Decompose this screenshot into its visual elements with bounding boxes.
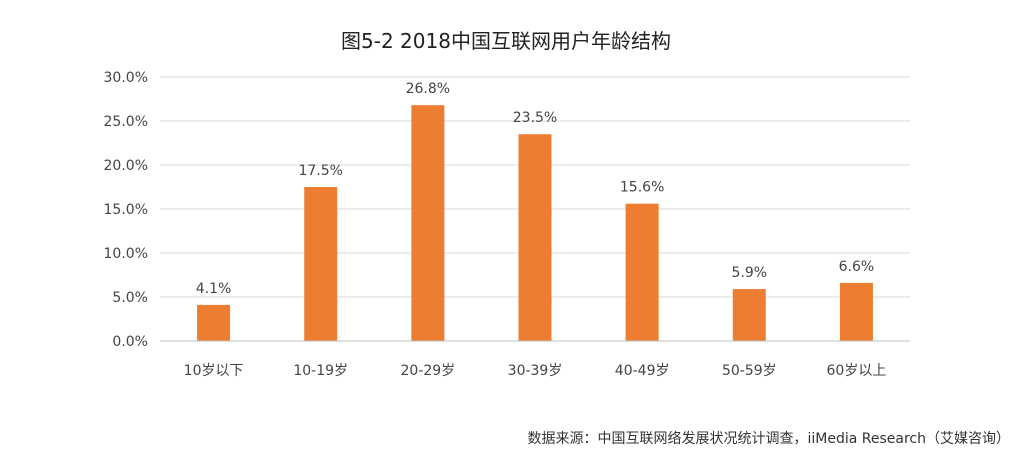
x-tick-label: 10-19岁 <box>293 363 348 379</box>
data-label: 5.9% <box>731 265 767 281</box>
bar <box>625 203 659 341</box>
x-axis: 10岁以下 10-19岁 20-29岁 30-39岁 40-49岁 50-59岁 60岁以上 <box>160 340 910 379</box>
y-tick-label: 0.0% <box>112 334 148 350</box>
x-tick-label: 30-39岁 <box>508 363 563 379</box>
bar <box>839 282 873 341</box>
y-tick-label: 5.0% <box>112 290 148 306</box>
bar <box>411 105 445 341</box>
bar <box>518 134 552 341</box>
x-tick-label: 50-59岁 <box>722 363 777 379</box>
y-tick-label: 10.0% <box>104 246 148 262</box>
bar <box>732 289 766 341</box>
data-label: 4.1% <box>196 281 232 297</box>
data-label: 15.6% <box>620 180 664 196</box>
x-tick-label: 10岁以下 <box>184 363 244 379</box>
y-axis: 0.0% 5.0% 10.0% 15.0% 20.0% 25.0% 30.0% <box>104 70 148 350</box>
x-tick-label: 20-29岁 <box>401 363 456 379</box>
x-tick-label: 40-49岁 <box>615 363 670 379</box>
data-label: 6.6% <box>839 259 875 275</box>
x-tick-label: 60岁以上 <box>827 363 887 379</box>
data-labels: 4.1% 17.5% 26.8% 23.5% 15.6% 5.9% 6.6% <box>196 81 874 297</box>
data-label: 26.8% <box>406 81 450 97</box>
data-label: 17.5% <box>298 163 342 179</box>
bars <box>197 105 873 341</box>
y-tick-label: 25.0% <box>104 114 148 130</box>
bar <box>304 187 338 341</box>
y-tick-label: 15.0% <box>104 202 148 218</box>
data-label: 23.5% <box>513 110 557 126</box>
bar <box>197 304 231 341</box>
chart-title: 图5-2 2018中国互联网用户年龄结构 <box>341 29 671 53</box>
source-note: 数据来源：中国互联网络发展状况统计调查，iiMedia Research（艾媒咨… <box>528 431 1011 447</box>
y-tick-label: 30.0% <box>104 70 148 86</box>
y-tick-label: 20.0% <box>104 158 148 174</box>
